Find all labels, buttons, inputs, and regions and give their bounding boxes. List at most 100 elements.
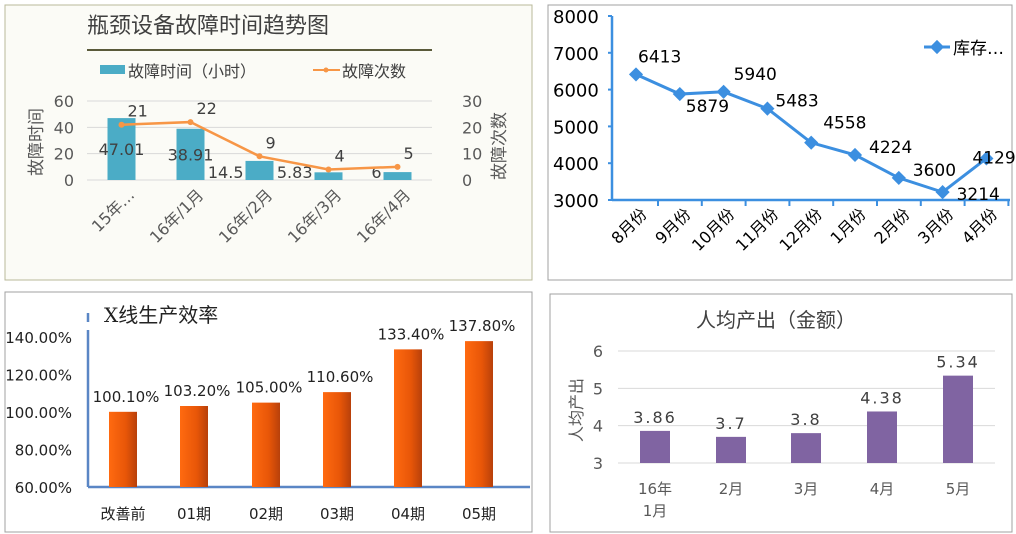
chart-title: 人均产出（金额） bbox=[696, 308, 856, 332]
y-tick-label: 5000 bbox=[553, 117, 599, 138]
data-label: 3214 bbox=[957, 185, 1000, 205]
bar bbox=[180, 406, 208, 487]
data-label: 4129 bbox=[972, 148, 1015, 168]
bar-data-label: 5.83 bbox=[277, 163, 313, 182]
y2-tick-label: 30 bbox=[462, 92, 482, 111]
chart-production-efficiency: X线生产效率 60.00% 80.00% 100.00% 120.00% 140.00% 1… bbox=[4, 291, 533, 533]
bar-data-label: 4.38 bbox=[860, 388, 904, 407]
data-label: 4224 bbox=[869, 138, 912, 158]
x-tick-label: 05期 bbox=[462, 505, 496, 523]
y-axis-title: 故障时间 bbox=[27, 108, 47, 176]
y2-tick-label: 0 bbox=[462, 171, 472, 190]
data-label: 4558 bbox=[823, 114, 866, 134]
data-label: 6413 bbox=[638, 47, 681, 67]
bar-data-label: 3.86 bbox=[633, 408, 677, 427]
legend-bar-swatch bbox=[100, 65, 125, 74]
chart-panel bbox=[549, 293, 1013, 533]
bar-data-label: 38.91 bbox=[168, 145, 214, 164]
bar bbox=[176, 128, 205, 180]
x-tick-label: 4月 bbox=[870, 480, 895, 498]
diamond-marker bbox=[672, 86, 687, 102]
x-tick-label-line: 5月 bbox=[946, 480, 971, 498]
chart-title: X线生产效率 bbox=[104, 303, 218, 327]
legend-label: 故障时间（小时） bbox=[128, 62, 256, 81]
bar-data-label: 133.40% bbox=[378, 325, 445, 343]
y-tick-label: 0 bbox=[64, 171, 74, 190]
line-data-label: 9 bbox=[266, 133, 276, 152]
diamond-marker bbox=[804, 135, 819, 150]
y-tick-label: 60.00% bbox=[15, 479, 72, 497]
legend-label: 故障次数 bbox=[342, 62, 406, 81]
y-tick-label: 7000 bbox=[553, 44, 599, 65]
line-data-label: 21 bbox=[128, 102, 148, 121]
bar-data-label: 47.01 bbox=[99, 140, 145, 159]
x-tick-label-line: 3月 bbox=[794, 480, 819, 498]
y-tick-label: 40 bbox=[54, 118, 74, 137]
y2-axis-title: 故障次数 bbox=[490, 112, 510, 180]
bar-data-label: 137.80% bbox=[449, 317, 516, 335]
legend-marker bbox=[323, 67, 329, 73]
data-label: 3600 bbox=[913, 161, 956, 181]
bar-data-label: 3.7 bbox=[715, 414, 746, 433]
data-label: 5483 bbox=[775, 92, 818, 112]
bar bbox=[394, 349, 422, 487]
x-tick-label-line: 16年 bbox=[638, 480, 672, 498]
diamond-marker bbox=[760, 101, 775, 116]
line-point bbox=[325, 166, 332, 173]
y-tick-label: 60 bbox=[54, 92, 74, 111]
x-tick-label: 16年 1月 bbox=[638, 480, 672, 520]
y-tick-label: 140.00% bbox=[5, 329, 72, 347]
line-data-label: 4 bbox=[335, 146, 345, 165]
y-axis-title: 人均产出 bbox=[567, 378, 586, 442]
y-tick-label: 5 bbox=[593, 379, 603, 398]
bar bbox=[323, 392, 351, 487]
bar bbox=[109, 411, 137, 487]
y-tick-label: 80.00% bbox=[15, 442, 72, 460]
x-tick-label: 02期 bbox=[249, 505, 283, 523]
diamond-marker bbox=[979, 151, 994, 166]
x-tick-label: 5月 bbox=[946, 480, 971, 498]
y-tick-label: 4000 bbox=[553, 154, 599, 175]
bar bbox=[252, 402, 280, 487]
bar bbox=[245, 160, 274, 180]
x-tick-label: 2月 bbox=[719, 480, 744, 498]
line-point bbox=[256, 153, 263, 160]
legend-marker bbox=[929, 39, 945, 55]
y-tick-label: 3 bbox=[593, 454, 603, 473]
bar-data-label: 5.34 bbox=[936, 353, 980, 372]
diamond-marker bbox=[891, 170, 906, 185]
line-point bbox=[187, 119, 194, 126]
y-tick-label: 4 bbox=[593, 417, 603, 436]
x-tick-label: 3月 bbox=[794, 480, 819, 498]
bar-data-label: 105.00% bbox=[236, 379, 303, 397]
line-point bbox=[118, 121, 125, 128]
bar bbox=[465, 341, 493, 487]
y2-tick-label: 20 bbox=[462, 118, 482, 137]
legend-label: 库存… bbox=[953, 39, 1004, 59]
y-tick-label: 6000 bbox=[553, 81, 599, 102]
data-label: 5879 bbox=[686, 97, 729, 117]
y2-tick-label: 10 bbox=[462, 145, 482, 164]
x-tick-label: 04期 bbox=[391, 505, 425, 523]
y-tick-label: 100.00% bbox=[5, 404, 72, 422]
bar bbox=[791, 433, 821, 463]
line-data-label: 5 bbox=[404, 144, 414, 163]
bar-data-label: 103.20% bbox=[164, 382, 231, 400]
x-tick-label: 01期 bbox=[177, 505, 211, 523]
x-tick-label-line: 4月 bbox=[870, 480, 895, 498]
diamond-marker bbox=[935, 185, 950, 200]
line-point bbox=[394, 163, 401, 170]
diamond-marker bbox=[628, 67, 644, 82]
y-tick-label: 120.00% bbox=[5, 367, 72, 385]
y-tick-label: 3000 bbox=[553, 191, 599, 212]
bar-data-label: 110.60% bbox=[307, 368, 374, 386]
y-tick-label: 20 bbox=[54, 145, 74, 164]
chart-title: 瓶颈设备故障时间趋势图 bbox=[87, 14, 329, 39]
bar bbox=[314, 172, 343, 180]
bar-data-label: 3.8 bbox=[790, 410, 821, 429]
x-tick-label-line: 1月 bbox=[643, 502, 668, 520]
bar bbox=[943, 375, 973, 463]
y-tick-label: 8000 bbox=[553, 7, 599, 28]
